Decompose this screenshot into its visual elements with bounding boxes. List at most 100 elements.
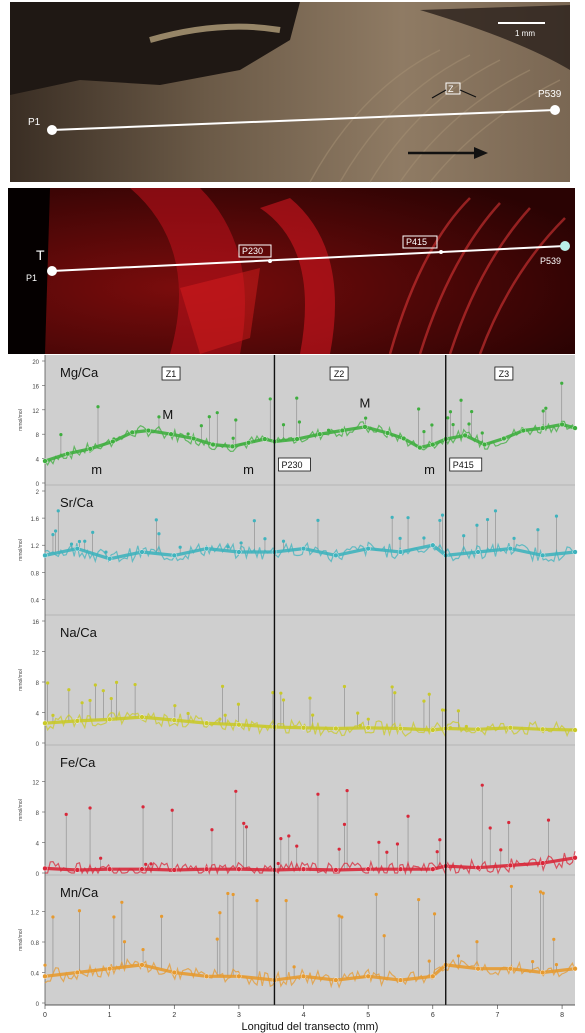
panel-title-sr-ca: Sr/Ca — [60, 495, 94, 510]
mg-ca-point — [87, 446, 93, 452]
y-axis-label: mmol/mol — [18, 539, 24, 561]
y-tick-label: 8 — [36, 681, 40, 687]
data-point — [231, 436, 235, 440]
mg-ca-point — [65, 451, 71, 457]
data-point — [186, 432, 190, 436]
fluorescence-image: T P1 P230 P415 P539 — [8, 188, 575, 354]
data-point — [141, 947, 145, 952]
data-point — [541, 409, 545, 413]
data-point — [337, 847, 341, 851]
data-point — [284, 899, 288, 903]
y-tick-label: 0 — [36, 742, 40, 748]
y-axis-label: mmol/mol — [18, 409, 24, 431]
y-tick-label: 1.2 — [31, 544, 40, 550]
na-ca-point — [300, 725, 307, 731]
data-point — [276, 861, 280, 866]
mn-ca-point — [236, 973, 242, 979]
sr-ca-point — [507, 546, 513, 552]
data-point — [480, 783, 484, 787]
data-point — [417, 897, 421, 902]
fluor-p539-marker — [560, 241, 570, 251]
data-point — [295, 396, 299, 400]
data-point — [395, 842, 400, 846]
data-point — [422, 699, 426, 703]
na-ca-point — [171, 717, 177, 723]
y-tick-label: 8 — [36, 433, 40, 439]
x-axis-label: Longitud del transecto (mm) — [242, 1021, 379, 1033]
mg-ca-point — [572, 425, 578, 431]
mg-ca-point — [401, 435, 407, 442]
mn-ca-series-line — [44, 963, 576, 982]
data-point — [488, 826, 492, 830]
y-tick-label: 1.6 — [31, 517, 40, 523]
mn-ca-point — [430, 973, 436, 979]
mn-ca-point — [300, 973, 307, 979]
data-point — [83, 539, 87, 543]
data-point — [552, 937, 556, 941]
panel-title-fe-ca: Fe/Ca — [60, 755, 96, 770]
sr-ca-point — [333, 552, 339, 558]
data-point — [435, 850, 439, 854]
mg-ca-point — [481, 441, 488, 448]
data-point — [56, 509, 60, 513]
y-tick-label: 16 — [32, 384, 39, 390]
data-point — [326, 428, 331, 432]
mg-ca-point — [462, 432, 468, 439]
annotation-label: m — [424, 462, 435, 477]
x-tick-label: 8 — [560, 1012, 564, 1019]
data-point — [279, 691, 283, 695]
data-point — [541, 891, 545, 895]
mg-ca-point — [110, 438, 116, 445]
data-point — [390, 515, 394, 519]
x-tick-label: 4 — [302, 1012, 306, 1019]
data-point — [215, 937, 219, 941]
fe-ca-point — [107, 866, 113, 872]
mn-ca-point — [107, 966, 113, 972]
y-tick-label: 0.4 — [31, 972, 40, 978]
y-axis-label: mmol/mol — [18, 929, 24, 951]
data-point — [255, 899, 259, 903]
x-tick-label: 0 — [43, 1012, 47, 1019]
fe-ca-point — [236, 866, 242, 872]
boundary-label-box — [278, 457, 311, 472]
data-point — [223, 713, 227, 717]
na-ca-point — [540, 726, 546, 732]
data-point — [546, 818, 551, 822]
data-point — [43, 963, 47, 967]
data-point — [448, 410, 453, 414]
data-point — [406, 814, 410, 818]
data-point — [218, 911, 222, 915]
data-point — [268, 397, 272, 401]
sr-ca-point — [475, 549, 481, 555]
mg-ca-point — [262, 436, 268, 442]
point-p1-marker — [47, 125, 57, 135]
sr-ca-point — [203, 546, 210, 552]
zone-label-box — [161, 366, 181, 381]
y-tick-label: 16 — [32, 620, 39, 626]
na-ca-point — [430, 727, 436, 733]
data-point — [499, 848, 503, 852]
na-ca-point — [236, 722, 242, 728]
x-tick-label: 2 — [172, 1012, 176, 1019]
data-point — [422, 430, 426, 434]
data-point — [342, 822, 347, 827]
sr-ca-point — [540, 552, 546, 558]
y-tick-label: 4 — [36, 458, 40, 464]
data-point — [210, 828, 214, 832]
y-tick-label: 12 — [32, 781, 39, 787]
y-tick-label: 12 — [32, 409, 39, 415]
na-ca-point — [333, 725, 339, 732]
data-point — [46, 681, 50, 685]
y-tick-label: 0 — [36, 482, 40, 488]
y-tick-label: 4 — [36, 712, 40, 718]
data-point — [157, 415, 161, 419]
data-point — [199, 424, 203, 428]
data-point — [64, 812, 68, 816]
fe-ca-series-line — [44, 856, 576, 872]
data-point — [356, 711, 360, 715]
data-point — [462, 534, 466, 538]
data-point — [281, 539, 286, 543]
y-tick-label: 20 — [32, 360, 39, 366]
na-ca-point — [74, 718, 80, 724]
data-point — [112, 915, 116, 919]
